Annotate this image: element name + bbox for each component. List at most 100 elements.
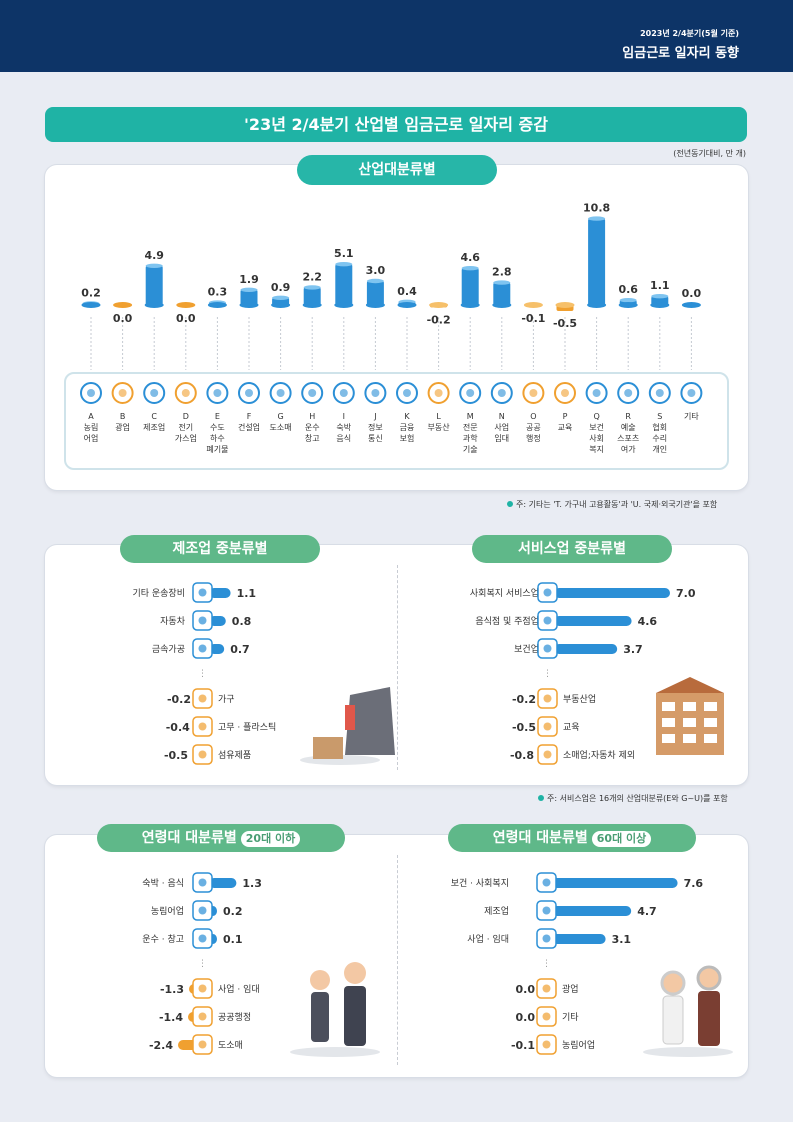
metal-gear-icon-glyph	[198, 644, 207, 653]
value-label: 0.8	[232, 615, 252, 628]
value-label: 0.9	[271, 281, 291, 294]
category-label: 수도	[210, 423, 225, 432]
bar	[493, 282, 511, 305]
row-label: 사회복지 서비스업	[470, 588, 539, 599]
box-illustration	[313, 737, 343, 759]
category-label: 협회	[652, 422, 667, 432]
bar-top	[272, 295, 290, 300]
age-young-pill-label: 연령대 대분류별	[141, 830, 237, 846]
category-code: E	[215, 412, 220, 421]
value-label: 0.0	[516, 1011, 536, 1024]
shadow	[290, 1047, 380, 1057]
row-label: 음식점 및 주점업	[475, 615, 539, 627]
bar	[335, 264, 353, 305]
plate-icon-glyph	[198, 878, 207, 887]
value-label: 2.8	[492, 266, 512, 279]
wheat-icon-glyph	[87, 389, 95, 397]
bar-top	[619, 298, 637, 303]
building-window	[662, 702, 675, 711]
graduation-cap-icon-glyph	[543, 722, 552, 731]
category-code: C	[151, 412, 157, 421]
category-label: 부동산	[428, 422, 451, 432]
value-label: 0.2	[223, 905, 243, 918]
bar-base	[681, 302, 701, 308]
value-label: 0.4	[397, 285, 417, 298]
age-panel	[45, 835, 748, 1077]
header-period: 2023년 2/4분기(5월 기준)	[640, 29, 739, 38]
bar-base	[113, 302, 133, 308]
misc-doc-icon-glyph	[542, 1012, 551, 1021]
bar-top	[335, 262, 353, 267]
category-code: R	[625, 412, 631, 421]
textile-icon-glyph	[198, 750, 207, 759]
ellipsis: ⋮	[542, 959, 551, 969]
basket-icon-glyph	[276, 389, 285, 397]
flask-icon-glyph	[466, 389, 475, 397]
note-dot	[507, 501, 513, 507]
bar-base	[207, 302, 227, 308]
bar-base	[271, 302, 291, 308]
age-young-tag: 20대 이하	[240, 831, 301, 847]
misc-doc-icon-glyph	[687, 389, 696, 397]
ship-wheel-icon-glyph	[198, 588, 207, 597]
category-label: 임대	[494, 434, 509, 443]
value-label: -0.8	[510, 749, 534, 762]
value-label: 0.6	[618, 283, 638, 296]
row-label: 부동산업	[563, 694, 596, 705]
category-label: 금융	[400, 423, 415, 432]
bar	[554, 644, 618, 654]
bar-base	[460, 302, 480, 308]
building-window	[683, 702, 696, 711]
category-label: 제조업	[143, 423, 165, 432]
value-label: 0.0	[176, 312, 196, 325]
value-label: 4.6	[638, 615, 658, 628]
value-label: 0.2	[81, 286, 101, 299]
row-label: 농림어업	[151, 905, 184, 917]
truck-icon-glyph	[308, 389, 317, 397]
house-icon-glyph	[543, 694, 552, 703]
value-label: -1.4	[159, 1011, 183, 1024]
category-code: D	[183, 412, 189, 421]
wheat-icon-glyph	[542, 1040, 551, 1049]
bar-base	[334, 302, 354, 308]
graduation-cap-icon-glyph	[561, 389, 569, 397]
bar	[552, 906, 632, 916]
robot-arm-illustration	[345, 687, 395, 755]
category-code: O	[530, 412, 536, 421]
age-young-chart: 숙박 · 음식 1.3 농림어업 0.2 운수 · 창고 0.1 ⋮ -1.3 사업 · 임대 -…	[142, 872, 380, 1057]
category-code: F	[247, 412, 252, 421]
value-label: -0.1	[511, 1039, 535, 1052]
bar-top	[145, 263, 163, 268]
category-code: B	[120, 412, 126, 421]
house-icon-glyph	[434, 389, 443, 397]
bar-base	[587, 302, 607, 308]
bar-base	[397, 302, 417, 308]
category-label: 과학	[463, 433, 478, 443]
category-label: 스포츠	[617, 434, 639, 443]
bar	[240, 289, 258, 305]
value-label: 0.1	[223, 933, 243, 946]
category-label: 보험	[400, 434, 415, 443]
category-code: J	[373, 412, 376, 421]
category-code: N	[499, 412, 505, 421]
mid-divider	[397, 565, 398, 770]
bar	[303, 287, 321, 305]
header-report-title: 임금근로 일자리 동향	[622, 46, 739, 61]
bar	[554, 588, 670, 598]
bar	[366, 281, 384, 305]
category-code: G	[277, 412, 283, 421]
bar	[209, 644, 225, 654]
bar-top	[366, 278, 384, 284]
bowl-icon-glyph	[543, 616, 552, 625]
value-label: 0.7	[230, 643, 250, 656]
elderly-woman-body	[662, 995, 684, 1045]
document-icon-glyph	[198, 1012, 207, 1021]
category-label: 개인	[652, 444, 667, 454]
monitor-icon-glyph	[403, 389, 411, 397]
shadow	[643, 1047, 733, 1057]
medical-kit-icon-glyph	[542, 878, 551, 887]
value-label: 0.0	[113, 312, 133, 325]
man-body	[344, 986, 366, 1046]
value-label: 3.7	[623, 643, 643, 656]
